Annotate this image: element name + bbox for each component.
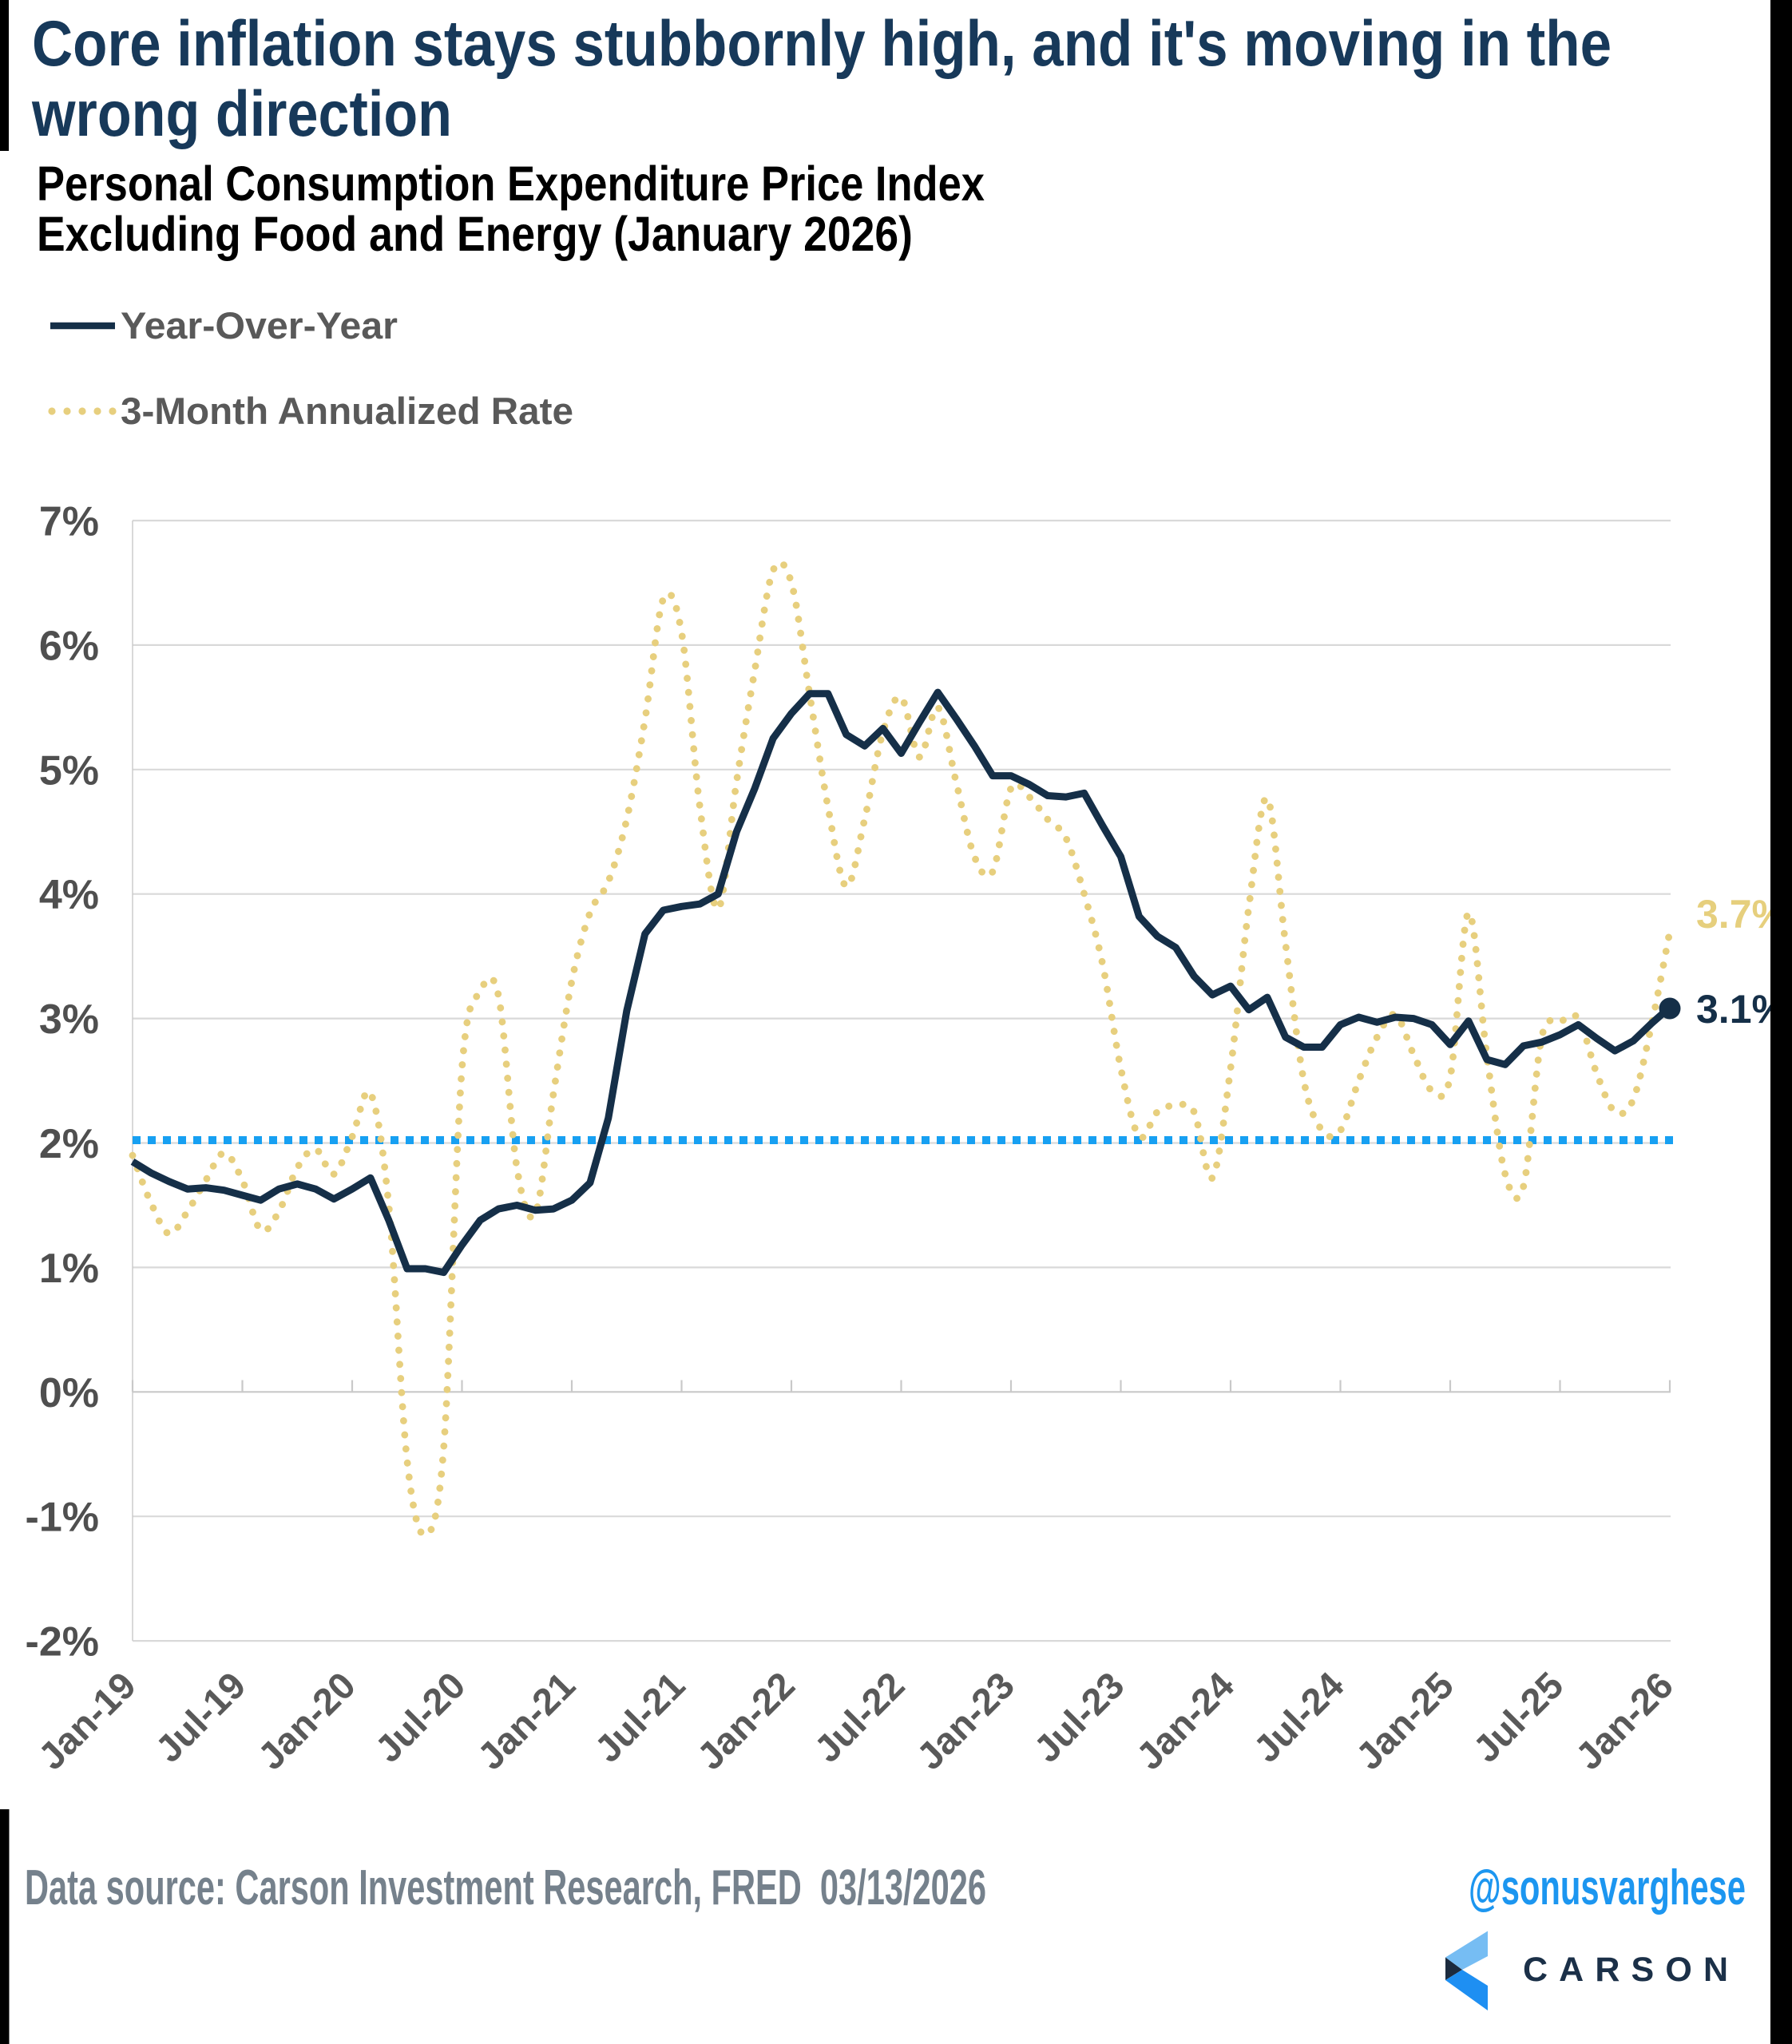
svg-text:1%: 1% xyxy=(39,1246,99,1292)
svg-text:0%: 0% xyxy=(39,1370,99,1416)
svg-text:2%: 2% xyxy=(39,1121,99,1167)
svg-text:-2%: -2% xyxy=(26,1619,99,1666)
svg-text:Core inflation stays stubbornl: Core inflation stays stubbornly high, an… xyxy=(32,8,1612,80)
svg-text:7%: 7% xyxy=(39,499,99,545)
svg-text:6%: 6% xyxy=(39,623,99,669)
svg-text:Excluding Food and Energy (Jan: Excluding Food and Energy (January 2026) xyxy=(37,207,913,261)
svg-text:@sonusvarghese: @sonusvarghese xyxy=(1469,1860,1746,1915)
svg-text:4%: 4% xyxy=(39,872,99,918)
svg-text:3-Month Annualized Rate: 3-Month Annualized Rate xyxy=(121,390,573,432)
svg-text:Personal Consumption Expenditu: Personal Consumption Expenditure Price I… xyxy=(37,156,985,211)
svg-text:3%: 3% xyxy=(39,996,99,1043)
svg-text:-1%: -1% xyxy=(26,1495,99,1541)
svg-text:Data source: Carson Investment: Data source: Carson Investment Research,… xyxy=(25,1860,986,1915)
svg-text:wrong direction: wrong direction xyxy=(31,78,452,150)
svg-text:Year-Over-Year: Year-Over-Year xyxy=(121,304,398,347)
svg-text:5%: 5% xyxy=(39,747,99,794)
